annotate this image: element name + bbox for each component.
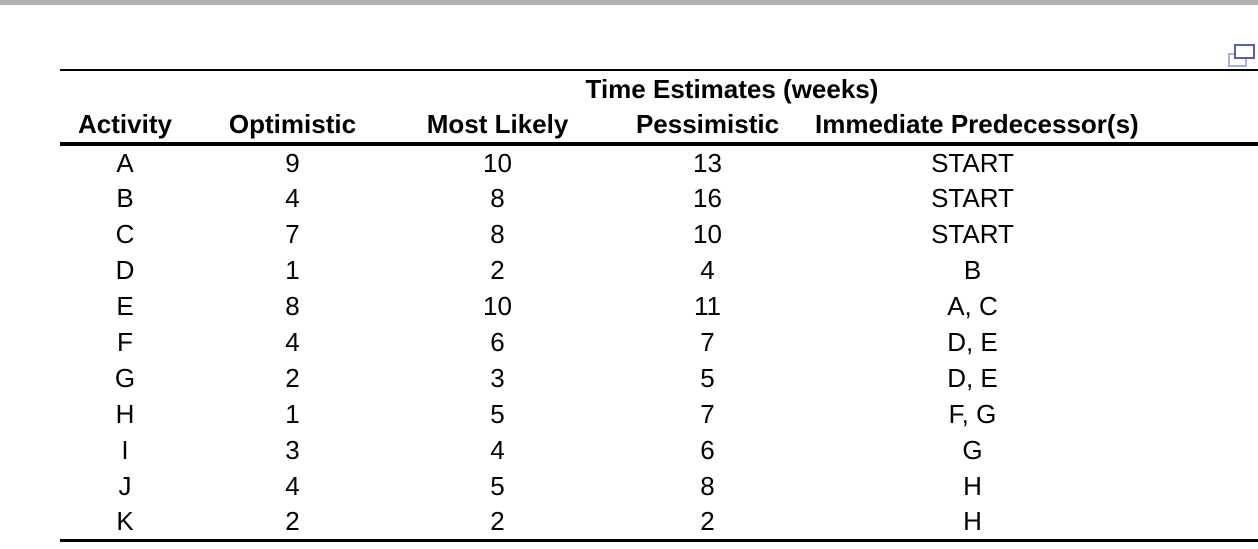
cell-optimistic: 4 (285, 471, 300, 501)
cell-most-likely: 10 (483, 291, 512, 321)
group-header: Time Estimates (weeks) (585, 73, 879, 104)
cell-most-likely: 10 (483, 148, 512, 178)
cell-pessimistic: 16 (693, 183, 722, 213)
spacer-cell (1130, 288, 1258, 324)
cell-optimistic: 1 (285, 399, 300, 429)
spacer-cell (1130, 504, 1258, 540)
cell-most-likely: 5 (490, 399, 505, 429)
table-row: A 9 10 13 START (60, 144, 1258, 180)
time-estimates-table: Time Estimates (weeks) Activity Optimist… (60, 69, 1258, 542)
cell-pessimistic: 7 (700, 399, 715, 429)
table-group-header-row: Time Estimates (weeks) (60, 70, 1258, 106)
cell-activity: I (121, 435, 129, 465)
cell-most-likely: 2 (490, 506, 505, 537)
cell-optimistic: 3 (285, 435, 300, 465)
cell-activity: H (115, 399, 135, 429)
table-row: C 7 8 10 START (60, 216, 1258, 252)
cell-activity: E (116, 291, 134, 321)
table-row: D 1 2 4 B (60, 252, 1258, 288)
cell-predecessors: A, C (947, 291, 998, 321)
cell-optimistic: 2 (285, 363, 300, 393)
spacer-cell (1130, 360, 1258, 396)
spacer-cell (1130, 252, 1258, 288)
cell-activity: B (116, 183, 134, 213)
cell-predecessors: B (963, 255, 982, 285)
cell-pessimistic: 5 (700, 363, 715, 393)
overlapping-pages-icon-front (1234, 44, 1255, 59)
cell-most-likely: 6 (490, 327, 505, 357)
cell-predecessors: D, E (947, 327, 998, 357)
spacer-cell (1130, 468, 1258, 504)
column-header-pessimistic: Pessimistic (600, 106, 815, 146)
cell-activity: K (116, 506, 134, 537)
cell-optimistic: 1 (285, 255, 300, 285)
cell-predecessors: H (963, 471, 982, 501)
cell-pessimistic: 2 (700, 506, 715, 537)
cell-pessimistic: 13 (693, 148, 722, 178)
cell-optimistic: 7 (285, 219, 300, 249)
table-row: H 1 5 7 F, G (60, 396, 1258, 432)
table-row: F 4 6 7 D, E (60, 324, 1258, 360)
cell-most-likely: 5 (490, 471, 505, 501)
spacer-cell (1130, 180, 1258, 216)
spacer-cell (1130, 106, 1258, 146)
cell-optimistic: 4 (285, 183, 300, 213)
cell-most-likely: 8 (490, 183, 505, 213)
spacer-cell (1130, 432, 1258, 468)
spacer-cell (60, 70, 190, 106)
table-row: J 4 5 8 H (60, 468, 1258, 504)
cell-optimistic: 9 (285, 148, 300, 178)
cell-most-likely: 3 (490, 363, 505, 393)
cell-predecessors: D, E (947, 363, 998, 393)
cell-pessimistic: 10 (693, 219, 722, 249)
cell-activity: G (114, 363, 136, 393)
table-row: B 4 8 16 START (60, 180, 1258, 216)
table-row: I 3 4 6 G (60, 432, 1258, 468)
cell-activity: J (118, 471, 132, 501)
overlapping-pages-icon[interactable] (1228, 44, 1258, 70)
table-row: E 8 10 11 A, C (60, 288, 1258, 324)
column-header-most-likely: Most Likely (395, 106, 600, 146)
spacer-cell (1130, 144, 1258, 180)
cell-predecessors: START (931, 219, 1014, 249)
cell-pessimistic: 4 (700, 255, 715, 285)
cell-predecessors: G (962, 435, 983, 465)
cell-pessimistic: 7 (700, 327, 715, 357)
cell-optimistic: 2 (285, 506, 300, 537)
cell-predecessors: F, G (948, 399, 997, 429)
cell-activity: A (116, 148, 134, 178)
spacer-cell (1130, 396, 1258, 432)
table-column-header-row: Activity Optimistic Most Likely Pessimis… (60, 106, 1258, 146)
cell-optimistic: 4 (285, 327, 300, 357)
cell-most-likely: 4 (490, 435, 505, 465)
cell-activity: D (115, 255, 135, 285)
cell-predecessors: START (931, 183, 1014, 213)
cell-pessimistic: 6 (700, 435, 715, 465)
column-header-activity: Activity (60, 106, 190, 146)
cell-most-likely: 8 (490, 219, 505, 249)
cell-activity: C (115, 219, 135, 249)
column-header-predecessors: Immediate Predecessor(s) (815, 106, 1139, 146)
cell-pessimistic: 11 (694, 291, 721, 321)
table-row: K 2 2 2 H (60, 504, 1258, 540)
window-edge-bar (0, 0, 1258, 5)
table-row: G 2 3 5 D, E (60, 360, 1258, 396)
cell-predecessors: START (931, 148, 1014, 178)
cell-predecessors: H (963, 506, 982, 537)
cell-activity: F (117, 327, 133, 357)
spacer-cell (1130, 324, 1258, 360)
cell-optimistic: 8 (285, 291, 300, 321)
column-header-optimistic: Optimistic (190, 106, 395, 146)
cell-most-likely: 2 (490, 255, 505, 285)
spacer-cell (1130, 216, 1258, 252)
cell-pessimistic: 8 (700, 471, 715, 501)
